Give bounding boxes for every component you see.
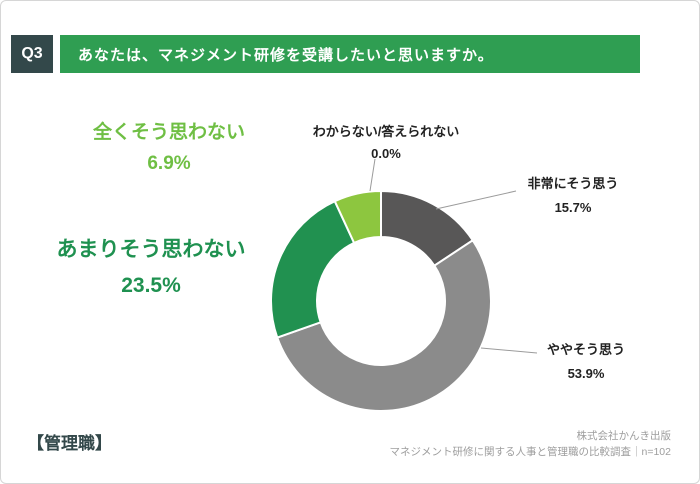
donut-segment	[333, 189, 382, 245]
question-number: Q3	[21, 45, 43, 62]
callout-unknown: わからない/答えられない 0.0%	[286, 121, 486, 165]
leader-lines	[369, 158, 538, 354]
callout-strongly-yes-label: 非常にそう思う	[527, 176, 619, 191]
source-credit: 株式会社かんき出版 マネジメント研修に関する人事と管理職の比較調査｜n=102	[390, 428, 672, 461]
source-line2: マネジメント研修に関する人事と管理職の比較調査｜n=102	[389, 446, 672, 459]
callout-strongly-no: 全くそう思わない 6.9%	[69, 117, 269, 180]
question-number-badge: Q3	[11, 35, 53, 73]
callout-unknown-pct: 0.0%	[371, 146, 401, 162]
leader-line-unknown	[369, 158, 376, 192]
callout-somewhat-yes-label: ややそう思う	[546, 342, 625, 357]
donut-segment	[270, 199, 356, 339]
callout-somewhat-no-pct: 23.5%	[121, 273, 181, 297]
question-banner: あなたは、マネジメント研修を受講したいと思いますか。	[60, 35, 640, 73]
donut-segments	[270, 189, 492, 412]
source-line1: 株式会社かんき出版	[576, 430, 672, 442]
question-title: あなたは、マネジメント研修を受講したいと思いますか。	[78, 46, 494, 64]
callout-strongly-no-label: 全くそう思わない	[92, 122, 245, 143]
callout-somewhat-no-label: あまりそう思わない	[56, 238, 246, 261]
callout-somewhat-yes: ややそう思う 53.9%	[529, 338, 643, 386]
leader-line-strongly-yes	[435, 190, 517, 210]
header: Q3 あなたは、マネジメント研修を受講したいと思いますか。	[11, 35, 640, 73]
callout-strongly-no-pct: 6.9%	[147, 153, 191, 175]
callout-strongly-yes-pct: 15.7%	[554, 200, 592, 216]
donut-segment	[275, 238, 492, 412]
group-label: 【管理職】	[27, 434, 112, 453]
leader-line-somewhat-yes	[480, 347, 538, 354]
callout-somewhat-yes-pct: 53.9%	[567, 366, 605, 382]
callout-somewhat-no: あまりそう思わない 23.5%	[41, 232, 261, 303]
callout-strongly-yes: 非常にそう思う 15.7%	[513, 172, 633, 220]
callout-unknown-label: わからない/答えられない	[312, 124, 460, 139]
